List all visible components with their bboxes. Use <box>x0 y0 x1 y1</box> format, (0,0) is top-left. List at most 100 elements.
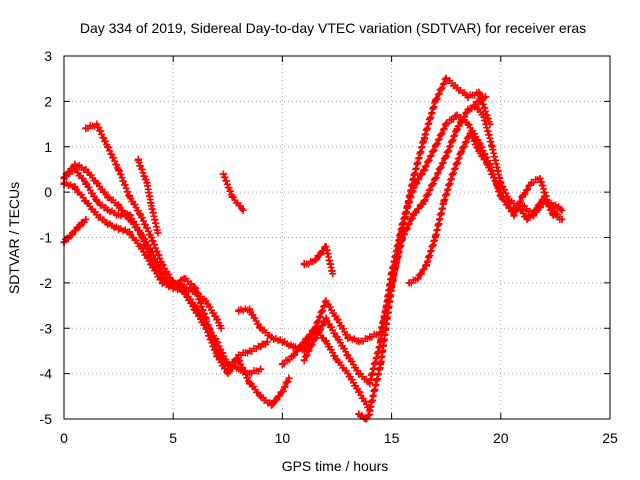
data-point <box>475 147 483 155</box>
data-point <box>278 338 286 346</box>
y-tick-label: 0 <box>44 184 52 200</box>
data-point <box>191 288 199 296</box>
data-point <box>322 297 330 305</box>
data-point <box>431 175 439 183</box>
data-point <box>257 342 265 350</box>
data-point <box>475 88 483 96</box>
data-point <box>257 324 265 332</box>
data-point <box>82 197 90 205</box>
data-point <box>126 211 134 219</box>
data-point <box>278 388 286 396</box>
data-point <box>457 147 465 155</box>
data-point <box>77 220 85 228</box>
y-tick-label: -4 <box>40 366 53 382</box>
data-point <box>431 97 439 105</box>
data-point <box>228 193 236 201</box>
data-point <box>497 179 505 187</box>
data-point <box>104 143 112 151</box>
data-point <box>558 215 566 223</box>
data-point <box>300 338 308 346</box>
data-point <box>355 388 363 396</box>
data-point <box>523 215 531 223</box>
data-point <box>311 333 319 341</box>
data-point <box>453 84 461 92</box>
data-point <box>484 161 492 169</box>
data-point <box>93 197 101 205</box>
y-axis-label: SDTVAR / TECUs <box>6 182 22 294</box>
data-point <box>126 193 134 201</box>
data-point <box>506 197 514 205</box>
series-track-4 <box>82 120 225 332</box>
y-tick-label: 3 <box>44 48 52 64</box>
data-point <box>466 129 474 137</box>
data-point <box>322 338 330 346</box>
data-point <box>235 365 243 373</box>
series-track-13 <box>471 102 566 223</box>
data-point <box>147 261 155 269</box>
data-point <box>344 333 352 341</box>
data-point <box>549 211 557 219</box>
data-point <box>399 220 407 228</box>
data-point <box>158 279 166 287</box>
data-point <box>82 179 90 187</box>
data-point <box>453 125 461 133</box>
data-point <box>154 229 162 237</box>
data-point <box>136 243 144 251</box>
data-point <box>219 170 227 178</box>
data-point <box>377 338 385 346</box>
data-point <box>519 193 527 201</box>
data-point <box>471 102 479 110</box>
data-point <box>300 261 308 269</box>
data-point <box>440 197 448 205</box>
data-point <box>115 224 123 232</box>
x-tick-label: 10 <box>275 430 291 446</box>
data-point <box>93 179 101 187</box>
data-point <box>333 333 341 341</box>
data-point <box>405 279 413 287</box>
data-point <box>449 170 457 178</box>
series-track-7 <box>219 170 247 214</box>
data-point <box>453 111 461 119</box>
data-point <box>246 306 254 314</box>
data-point <box>180 283 188 291</box>
data-point <box>143 179 151 187</box>
data-point <box>180 274 188 282</box>
data-point <box>213 315 221 323</box>
data-point <box>514 202 522 210</box>
x-tick-label: 20 <box>493 430 509 446</box>
data-point <box>136 229 144 237</box>
data-point <box>300 356 308 364</box>
data-point <box>527 179 535 187</box>
data-point <box>366 333 374 341</box>
data-point <box>431 234 439 241</box>
data-point <box>278 361 286 369</box>
data-point <box>217 324 225 332</box>
data-point <box>409 184 417 192</box>
data-point <box>464 93 472 101</box>
data-point <box>147 202 155 210</box>
data-point <box>213 338 221 346</box>
data-point <box>257 365 265 373</box>
data-point <box>104 193 112 201</box>
data-point <box>289 342 297 350</box>
x-axis-label: GPS time / hours <box>282 458 389 474</box>
y-tick-label: -5 <box>40 411 53 427</box>
data-point <box>257 392 265 400</box>
x-tick-label: 0 <box>60 430 68 446</box>
series-track-3 <box>60 179 265 378</box>
data-point <box>93 211 101 219</box>
data-point <box>136 211 144 219</box>
grid-lines <box>64 56 610 419</box>
data-point <box>115 211 123 219</box>
data-point <box>285 374 293 382</box>
data-point <box>479 111 487 119</box>
y-tick-label: 1 <box>44 139 52 155</box>
data-point <box>442 152 450 160</box>
data-point <box>235 306 243 314</box>
data-point <box>69 229 77 237</box>
data-point <box>71 165 79 173</box>
data-point <box>377 361 385 369</box>
data-point <box>311 256 319 264</box>
